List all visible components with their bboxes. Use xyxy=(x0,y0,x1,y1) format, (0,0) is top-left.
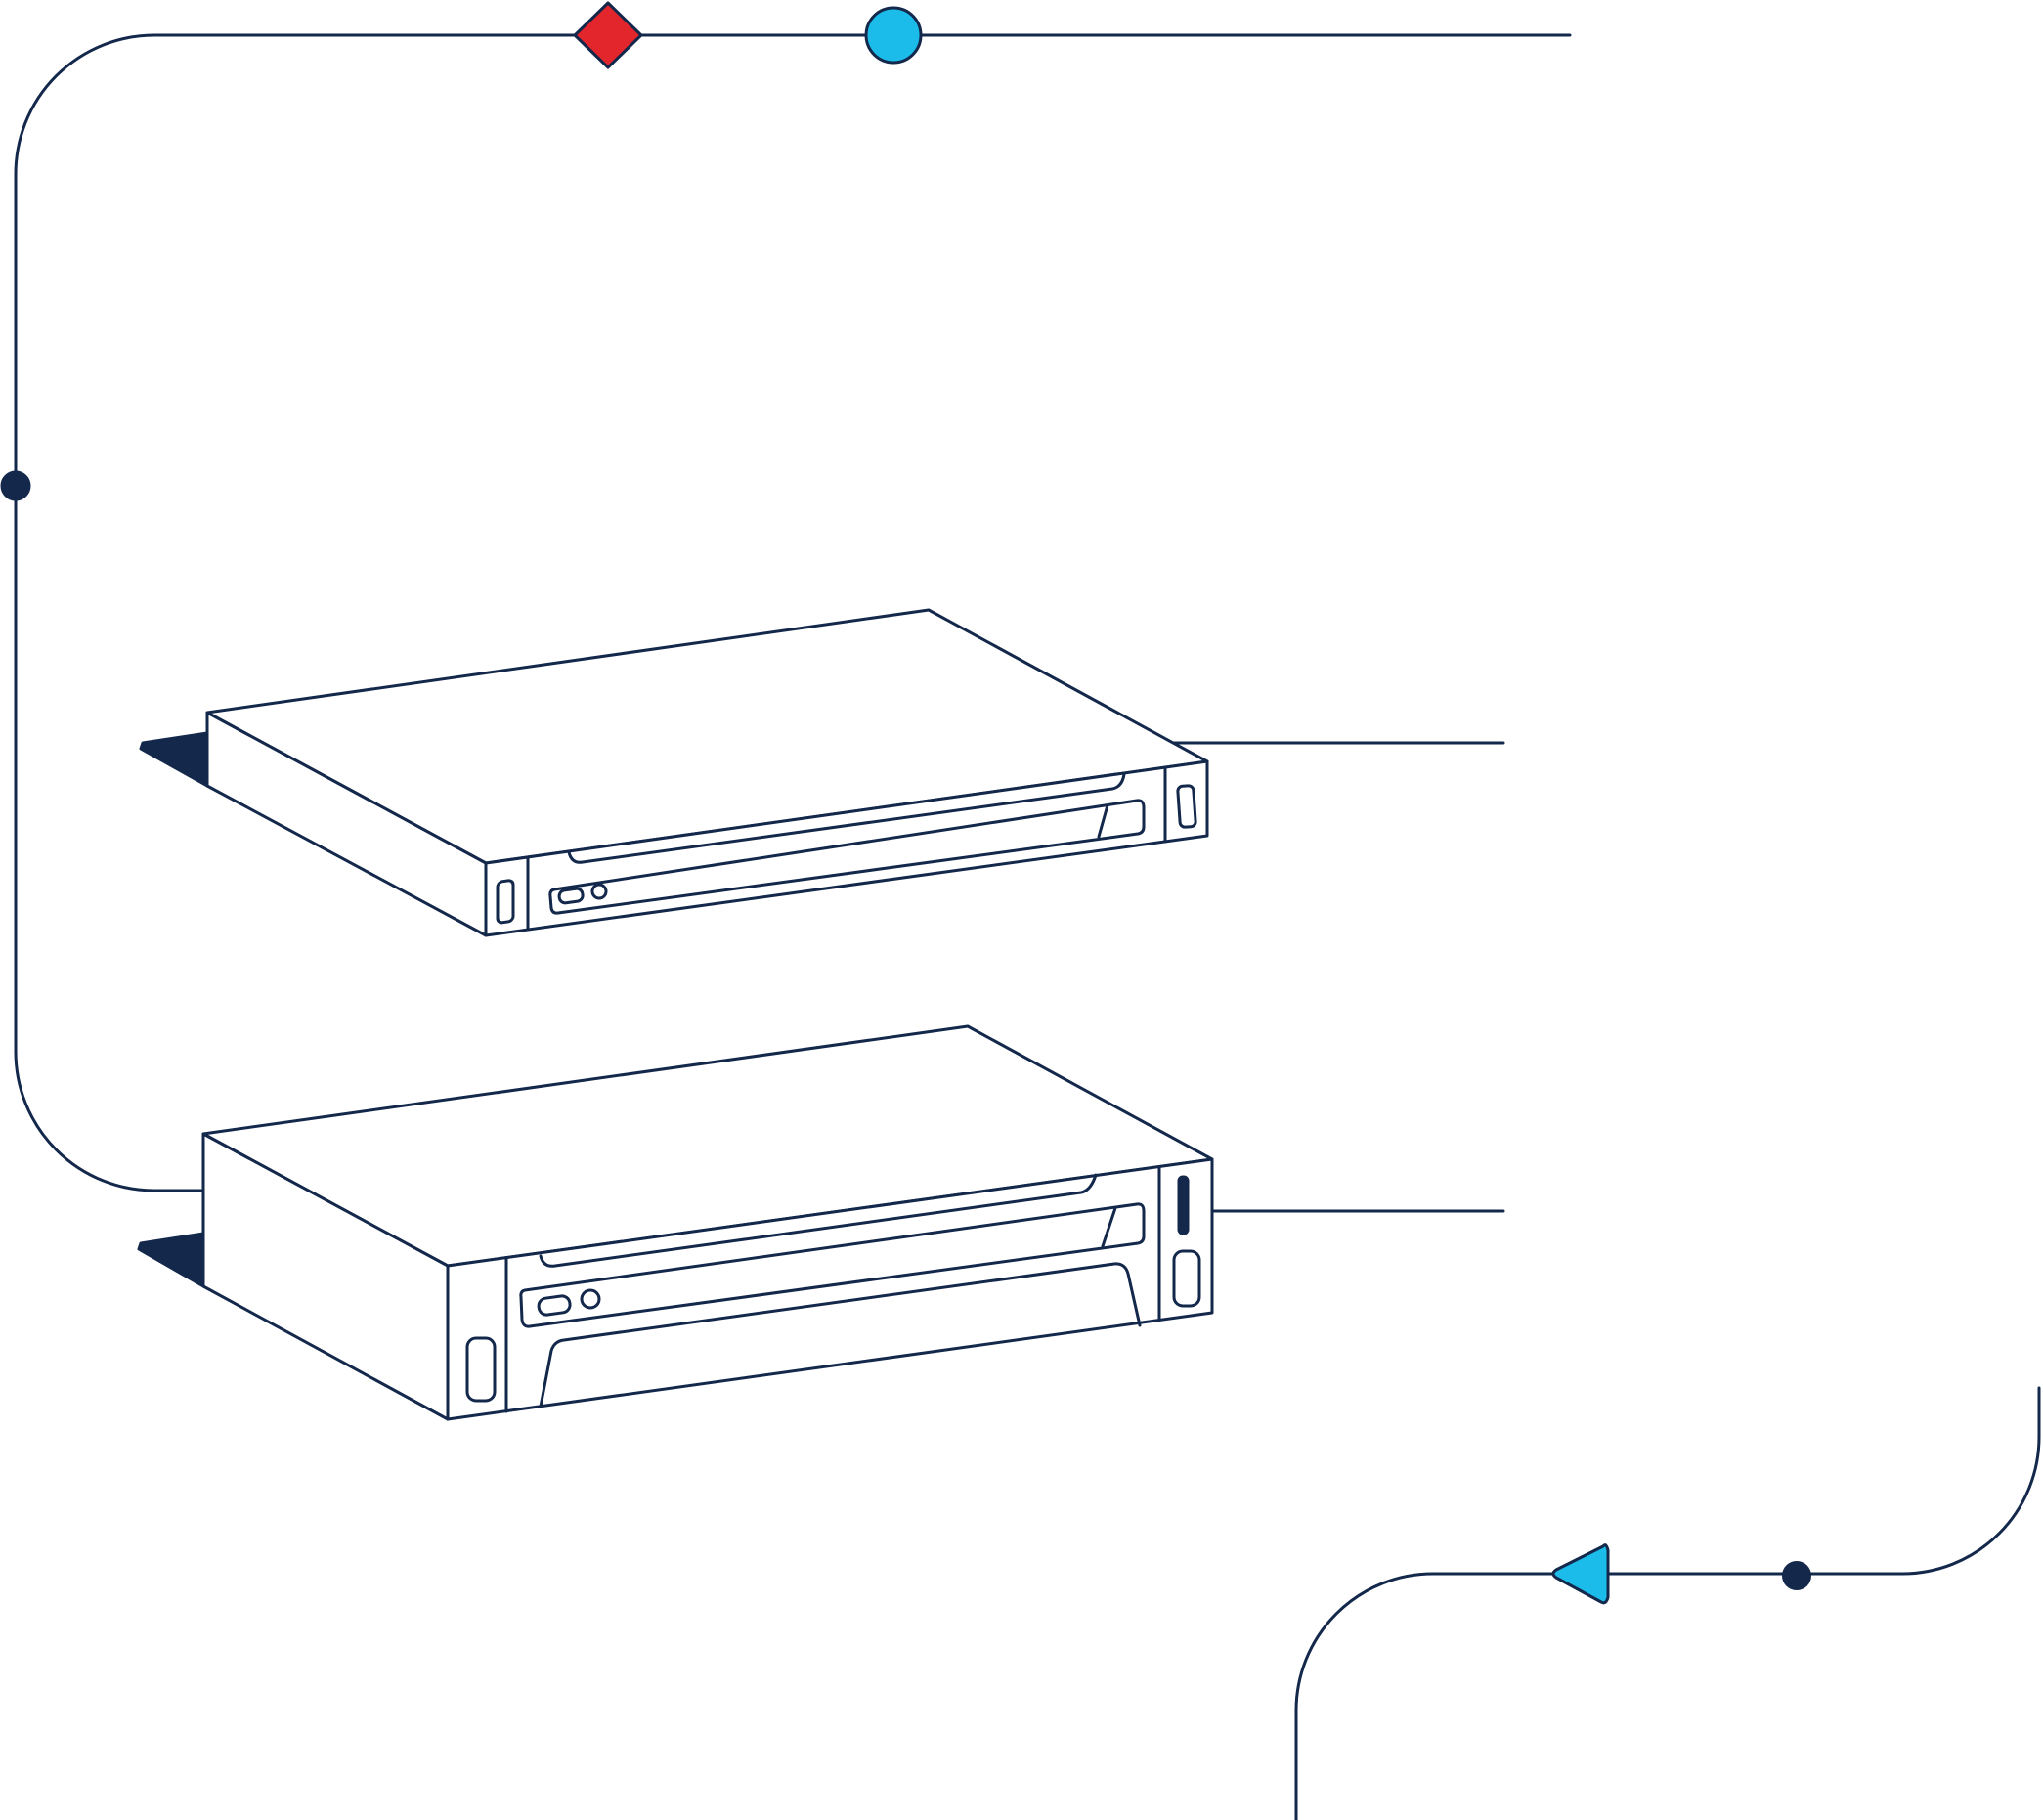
rack-bracket-bottom xyxy=(137,1232,205,1288)
right-handle-slot xyxy=(1176,784,1197,829)
upper-drive-slot xyxy=(567,772,1126,864)
power-button xyxy=(557,887,585,905)
server-front-face xyxy=(484,759,1209,937)
status-led xyxy=(590,883,608,900)
bottom-loop-line xyxy=(1294,1386,2041,1820)
dark-dot-node-bottom xyxy=(1782,1561,1811,1590)
dark-dot-node-left xyxy=(0,470,31,501)
upper-drive-slot xyxy=(539,1173,1098,1268)
rack-bracket-top xyxy=(139,731,209,788)
drive-latch xyxy=(1097,803,1109,839)
server-unit-top xyxy=(139,608,1209,937)
power-button xyxy=(537,1294,572,1317)
lower-drive-bay xyxy=(539,1262,1142,1408)
connector-lines xyxy=(14,33,2041,1820)
red-diamond-node xyxy=(573,1,643,69)
right-led-bar xyxy=(1177,1175,1190,1235)
drive-latch xyxy=(1101,1206,1117,1248)
cyan-triangle-node xyxy=(1551,1543,1610,1605)
left-handle-slot xyxy=(465,1336,497,1403)
cyan-circle-node xyxy=(864,6,923,65)
server-front-face xyxy=(446,1157,1214,1421)
middle-drive-bay xyxy=(519,1202,1146,1328)
lower-drive-bay xyxy=(548,799,1146,915)
line-nodes xyxy=(0,1,1811,1605)
server-unit-bottom xyxy=(137,1024,1214,1421)
left-handle-slot xyxy=(496,879,515,925)
top-loop-line xyxy=(14,33,1572,1192)
right-handle-slot xyxy=(1172,1249,1201,1308)
status-led xyxy=(580,1288,601,1310)
